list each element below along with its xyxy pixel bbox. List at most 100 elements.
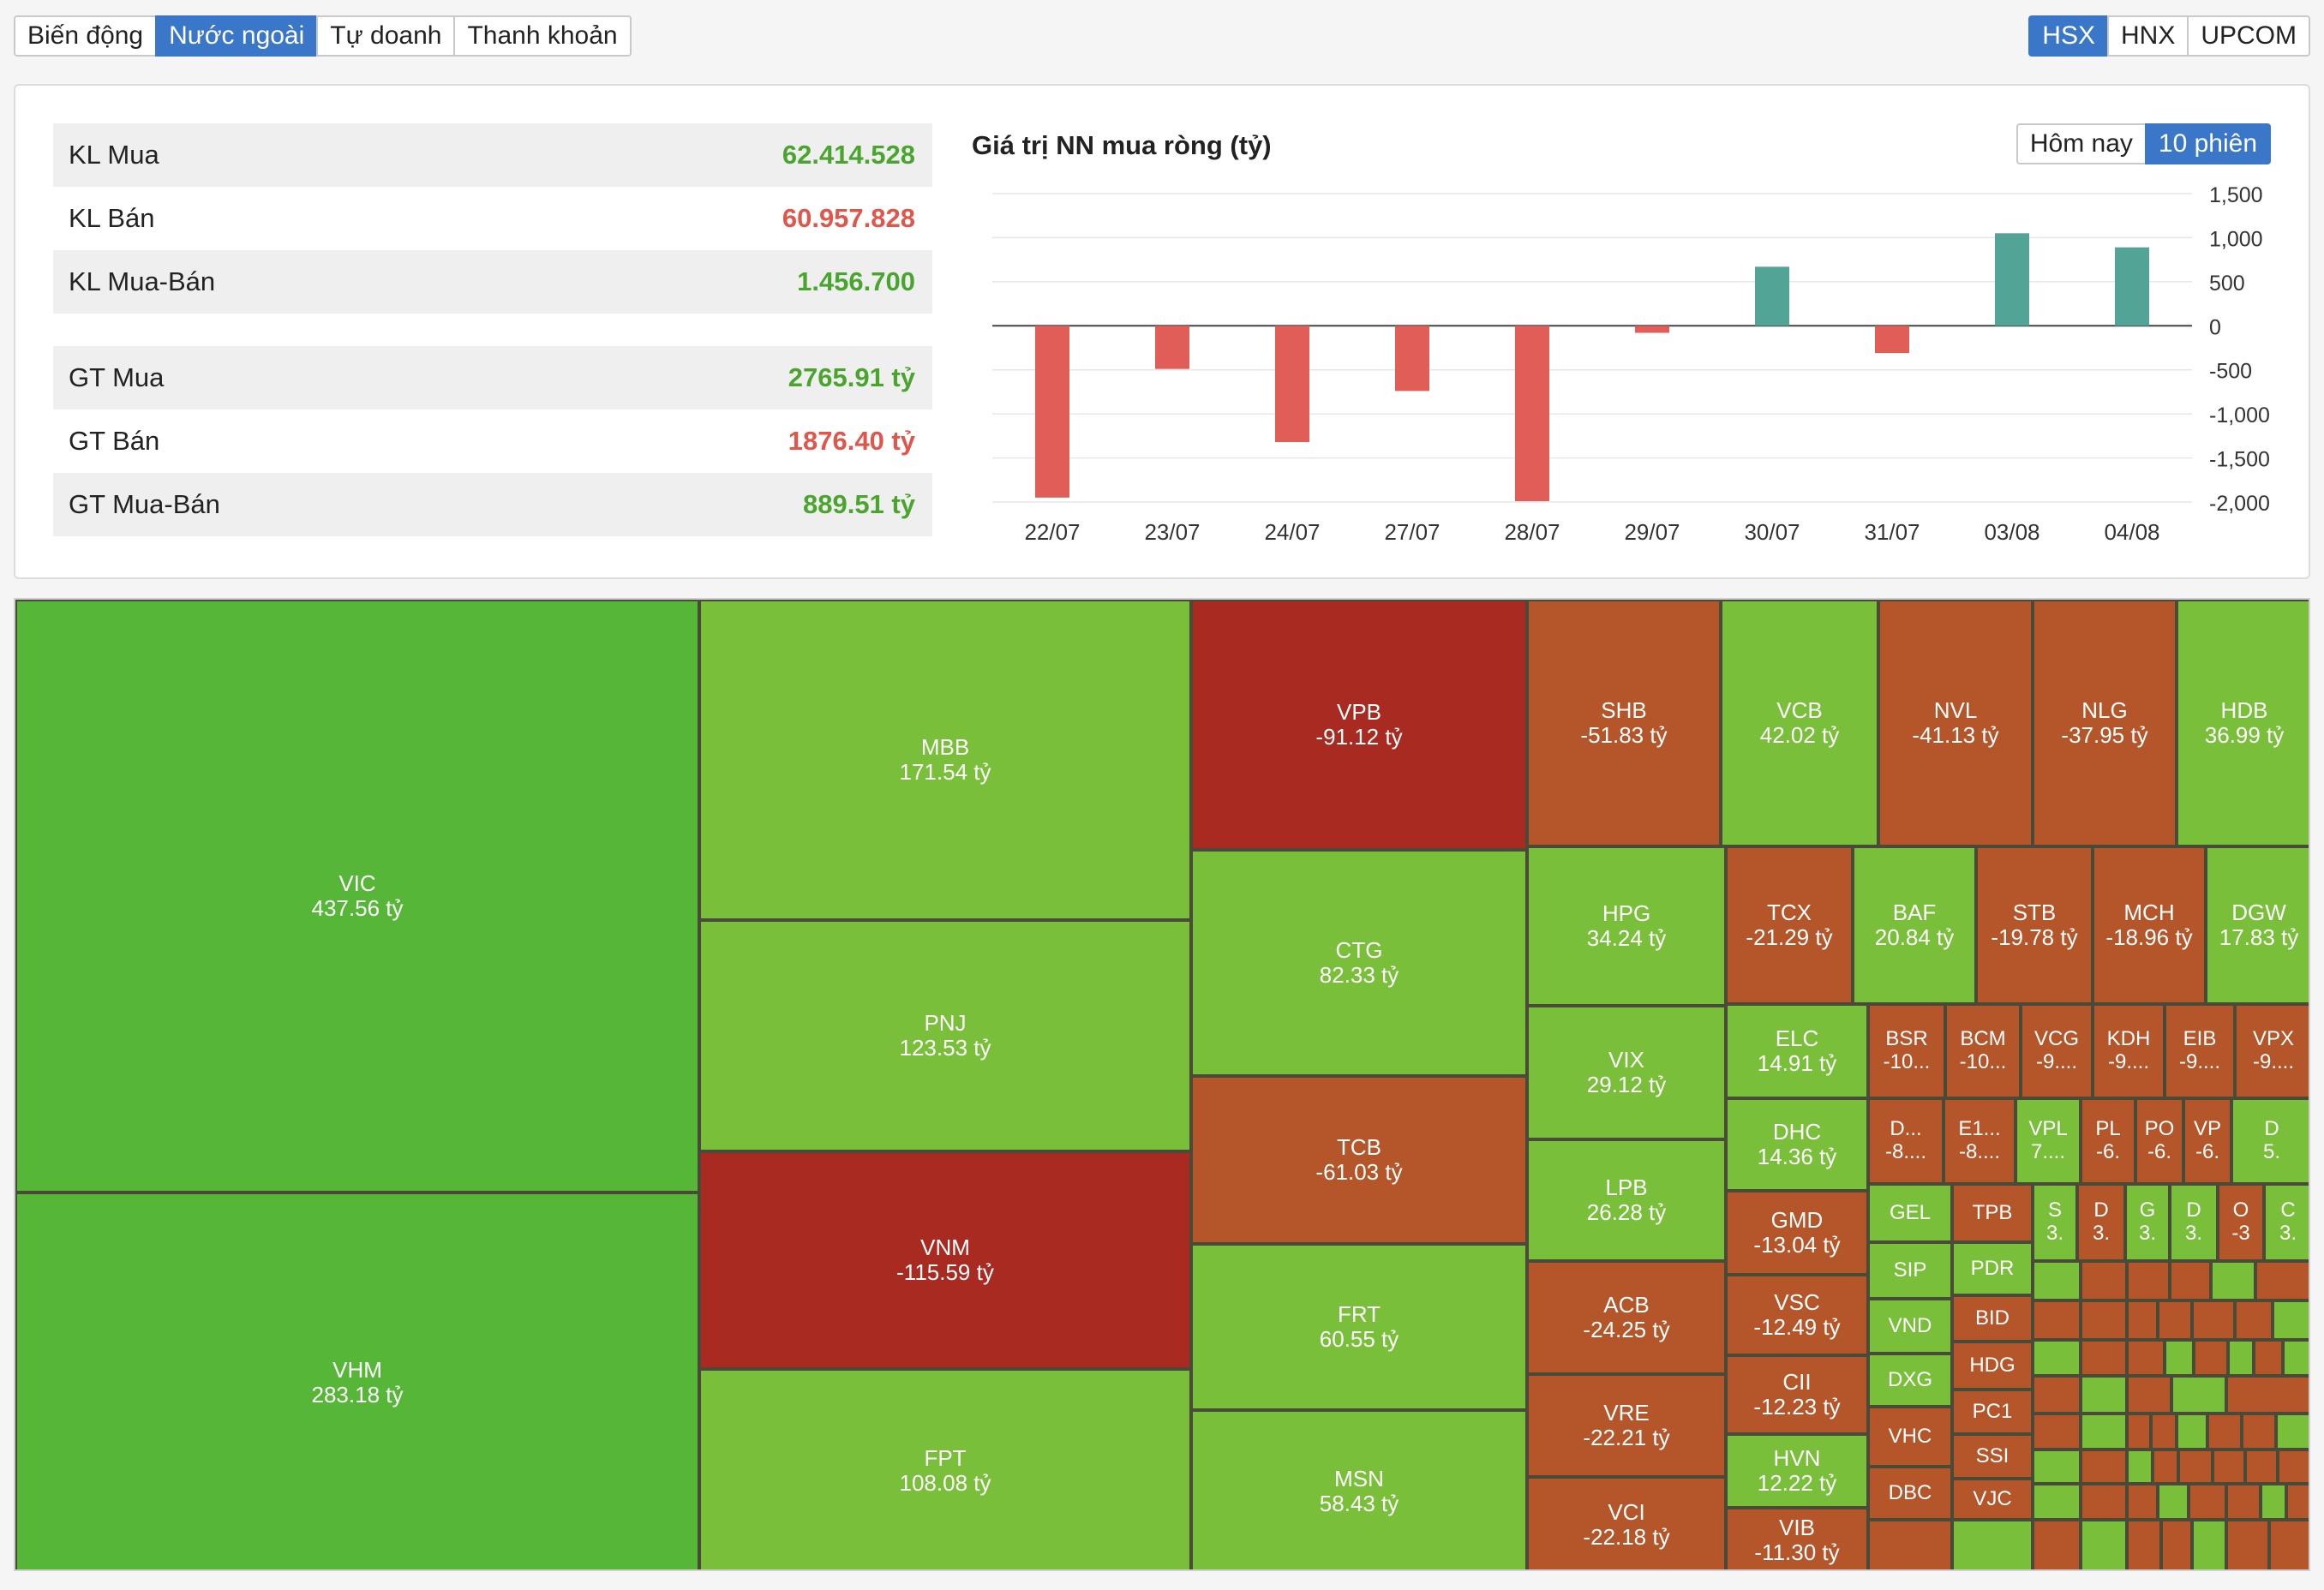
- treemap-tile-ctg[interactable]: CTG 82.33 tỷ: [1191, 850, 1527, 1076]
- treemap-tile-d[interactable]: D 3.: [2077, 1184, 2125, 1261]
- treemap-tile-shb[interactable]: SHB -51.83 tỷ: [1527, 600, 1721, 846]
- bar-27-07[interactable]: [1395, 326, 1429, 392]
- treemap-tile-small[interactable]: [2170, 1261, 2211, 1300]
- treemap-tile-s[interactable]: S 3.: [2033, 1184, 2077, 1261]
- treemap-tile-d[interactable]: D 5.: [2231, 1098, 2309, 1184]
- treemap-tile-vci[interactable]: VCI -22.18 tỷ: [1527, 1477, 1726, 1569]
- treemap-tile-small[interactable]: [2033, 1261, 2081, 1300]
- treemap-tile-vsc[interactable]: VSC -12.49 tỷ: [1726, 1275, 1868, 1355]
- treemap-tile-small[interactable]: [2211, 1261, 2255, 1300]
- treemap-tile-hvn[interactable]: HVN 12.22 tỷ: [1726, 1434, 1868, 1508]
- treemap-tile-vcg[interactable]: VCG -9....: [2021, 1004, 2093, 1098]
- treemap-tile-g[interactable]: G 3.: [2125, 1184, 2170, 1261]
- treemap-tile-vpb[interactable]: VPB -91.12 tỷ: [1191, 600, 1527, 850]
- treemap-tile-vp[interactable]: VP -6.: [2183, 1098, 2231, 1184]
- treemap-tile-bcm[interactable]: BCM -10...: [1945, 1004, 2021, 1098]
- treemap-tile-small[interactable]: [2165, 1340, 2194, 1376]
- treemap-tile-dhc[interactable]: DHC 14.36 tỷ: [1726, 1098, 1868, 1191]
- tab-bien-dong[interactable]: Biến động: [14, 15, 158, 57]
- treemap-tile-pdr[interactable]: PDR: [1952, 1242, 2033, 1295]
- treemap-tile-small[interactable]: [2127, 1300, 2158, 1340]
- treemap-tile-pl[interactable]: PL -6.: [2081, 1098, 2135, 1184]
- treemap-tile-small[interactable]: [2127, 1484, 2158, 1520]
- treemap-tile-small[interactable]: [2127, 1261, 2170, 1300]
- bar-28-07[interactable]: [1515, 326, 1549, 501]
- treemap-tile-dxg[interactable]: DXG: [1868, 1354, 1952, 1407]
- treemap-tile-o[interactable]: O -3: [2218, 1184, 2264, 1261]
- treemap-tile-bsr[interactable]: BSR -10...: [1868, 1004, 1945, 1098]
- treemap-tile-d[interactable]: D... -8....: [1868, 1098, 1944, 1184]
- treemap-tile-vjc[interactable]: VJC: [1952, 1479, 2033, 1520]
- treemap-tile-small[interactable]: [2081, 1414, 2127, 1450]
- treemap-tile-kdh[interactable]: KDH -9....: [2093, 1004, 2165, 1098]
- treemap-tile-small[interactable]: [2171, 1376, 2226, 1414]
- treemap-tile-small[interactable]: [2081, 1340, 2127, 1376]
- treemap-tile-small[interactable]: [2245, 1450, 2278, 1484]
- treemap-tile-nlg[interactable]: NLG -37.95 tỷ: [2033, 600, 2177, 846]
- treemap-tile-small[interactable]: [2273, 1300, 2309, 1340]
- treemap-tile-c[interactable]: C 3.: [2264, 1184, 2309, 1261]
- treemap-tile-fpt[interactable]: FPT 108.08 tỷ: [699, 1369, 1191, 1569]
- treemap-tile-small[interactable]: [2242, 1414, 2276, 1450]
- treemap-tile-small[interactable]: [2207, 1414, 2242, 1450]
- treemap-tile-small[interactable]: [2153, 1450, 2178, 1484]
- treemap-tile-small[interactable]: [2278, 1450, 2309, 1484]
- treemap-tile-bid[interactable]: BID: [1952, 1295, 2033, 1342]
- tab-thanh-khoan[interactable]: Thanh khoản: [453, 15, 632, 57]
- treemap-tile-nvl[interactable]: NVL -41.13 tỷ: [1878, 600, 2033, 846]
- treemap-tile-vhm[interactable]: VHM 283.18 tỷ: [15, 1192, 699, 1569]
- treemap-tile-small[interactable]: [2226, 1376, 2309, 1414]
- tab-tu-doanh[interactable]: Tự doanh: [316, 15, 456, 57]
- treemap-tile-lpb[interactable]: LPB 26.28 tỷ: [1527, 1139, 1726, 1261]
- treemap-tile-vic[interactable]: VIC 437.56 tỷ: [15, 600, 699, 1192]
- treemap-tile-small[interactable]: [2127, 1414, 2151, 1450]
- treemap-tile-small[interactable]: [1868, 1520, 1952, 1569]
- treemap-tile-small[interactable]: [2081, 1520, 2127, 1569]
- treemap-tile-cii[interactable]: CII -12.23 tỷ: [1726, 1355, 1868, 1434]
- bar-29-07[interactable]: [1635, 326, 1669, 333]
- treemap-tile-small[interactable]: [2213, 1450, 2245, 1484]
- treemap-tile-pnj[interactable]: PNJ 123.53 tỷ: [699, 920, 1191, 1151]
- treemap-tile-hdb[interactable]: HDB 36.99 tỷ: [2177, 600, 2309, 846]
- range-today-button[interactable]: Hôm nay: [2016, 123, 2147, 164]
- treemap-tile-small[interactable]: [2226, 1520, 2269, 1569]
- range-10-sessions-button[interactable]: 10 phiên: [2144, 123, 2271, 164]
- treemap-tile-small[interactable]: [2276, 1414, 2309, 1450]
- exchange-hsx[interactable]: HSX: [2028, 15, 2109, 57]
- treemap-tile-vhc[interactable]: VHC: [1868, 1407, 1952, 1467]
- treemap-tile-small[interactable]: [2283, 1340, 2309, 1376]
- treemap-tile-po[interactable]: PO -6.: [2135, 1098, 2183, 1184]
- bar-24-07[interactable]: [1275, 326, 1309, 443]
- treemap-tile-small[interactable]: [2192, 1300, 2235, 1340]
- treemap-tile-small[interactable]: [2033, 1450, 2081, 1484]
- treemap-tile-pc1[interactable]: PC1: [1952, 1390, 2033, 1434]
- treemap-tile-gmd[interactable]: GMD -13.04 tỷ: [1726, 1191, 1868, 1275]
- tab-nuoc-ngoai[interactable]: Nước ngoài: [155, 15, 319, 57]
- treemap-tile-small[interactable]: [2228, 1340, 2254, 1376]
- treemap-tile-small[interactable]: [2081, 1450, 2127, 1484]
- treemap-tile-small[interactable]: [2033, 1376, 2081, 1414]
- treemap-tile-small[interactable]: [2255, 1261, 2309, 1300]
- treemap-tile-small[interactable]: [2189, 1484, 2226, 1520]
- treemap-tile-tpb[interactable]: TPB: [1952, 1184, 2033, 1242]
- treemap-tile-small[interactable]: [2081, 1376, 2127, 1414]
- treemap-tile-dbc[interactable]: DBC: [1868, 1467, 1952, 1520]
- exchange-hnx[interactable]: HNX: [2106, 15, 2189, 57]
- treemap-tile-small[interactable]: [2226, 1484, 2261, 1520]
- treemap-tile-small[interactable]: [2081, 1300, 2127, 1340]
- treemap-tile-vre[interactable]: VRE -22.21 tỷ: [1527, 1374, 1726, 1477]
- bar-30-07[interactable]: [1755, 266, 1789, 326]
- treemap-tile-vpx[interactable]: VPX -9....: [2235, 1004, 2309, 1098]
- treemap-tile-dgw[interactable]: DGW 17.83 tỷ: [2206, 846, 2309, 1004]
- bar-22-07[interactable]: [1035, 326, 1069, 498]
- treemap-tile-small[interactable]: [2081, 1484, 2127, 1520]
- treemap-tile-small[interactable]: [2194, 1340, 2228, 1376]
- treemap-tile-small[interactable]: [2254, 1340, 2283, 1376]
- treemap-tile-e1[interactable]: E1... -8....: [1944, 1098, 2016, 1184]
- treemap-tile-small[interactable]: [2177, 1414, 2207, 1450]
- treemap-tile-small[interactable]: [2127, 1340, 2165, 1376]
- treemap-tile-elc[interactable]: ELC 14.91 tỷ: [1726, 1004, 1868, 1098]
- treemap-tile-baf[interactable]: BAF 20.84 tỷ: [1853, 846, 1976, 1004]
- treemap-tile-small[interactable]: [2158, 1484, 2189, 1520]
- treemap-tile-mbb[interactable]: MBB 171.54 tỷ: [699, 600, 1191, 920]
